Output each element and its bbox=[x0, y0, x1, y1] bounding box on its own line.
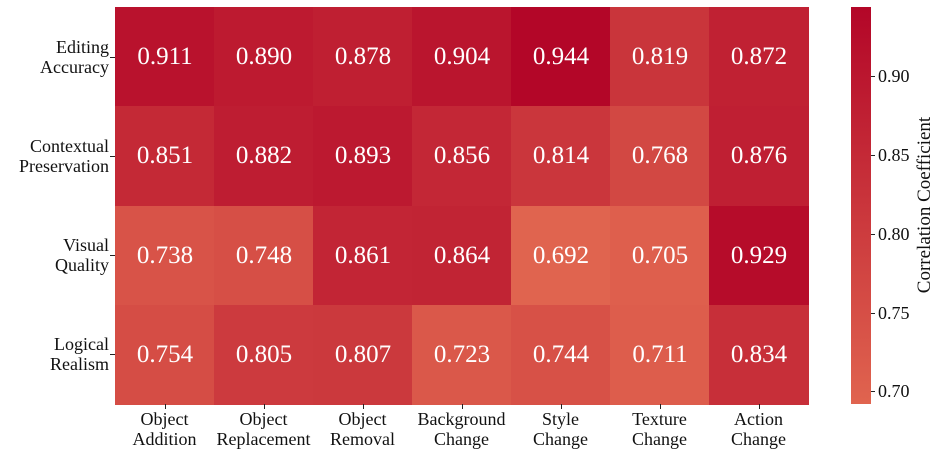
x-tick-mark bbox=[164, 404, 166, 409]
colorbar-tick-label: 0.90 bbox=[878, 66, 910, 87]
y-tick-label: Visual Quality bbox=[0, 235, 109, 275]
x-tick-label-line: Texture bbox=[632, 409, 687, 429]
heatmap-cell: 0.872 bbox=[709, 7, 809, 107]
colorbar-tick-mark bbox=[871, 155, 875, 157]
heatmap-cell: 0.814 bbox=[511, 106, 611, 207]
heatmap-cell: 0.705 bbox=[610, 205, 710, 306]
y-tick-label: Contextual Preservation bbox=[0, 136, 109, 176]
heatmap-cell: 0.738 bbox=[115, 205, 215, 306]
y-tick-mark bbox=[110, 255, 115, 257]
heatmap-cell: 0.893 bbox=[313, 106, 413, 207]
y-tick-label-line: Editing bbox=[56, 36, 109, 57]
x-tick-label: Style Change bbox=[501, 409, 621, 449]
heatmap-cell: 0.744 bbox=[511, 304, 611, 405]
colorbar-title: Correlation Coefficient bbox=[914, 116, 935, 294]
x-tick-label-line: Object bbox=[140, 409, 189, 429]
heatmap-cell: 0.834 bbox=[709, 304, 809, 405]
heatmap-cell: 0.890 bbox=[214, 7, 314, 107]
y-tick-mark bbox=[110, 354, 115, 356]
heatmap-cell: 0.876 bbox=[709, 106, 809, 207]
heatmap-cell: 0.819 bbox=[610, 7, 710, 107]
heatmap-cell: 0.851 bbox=[115, 106, 215, 207]
colorbar-tick-label: 0.70 bbox=[878, 381, 910, 402]
heatmap-cell: 0.878 bbox=[313, 7, 413, 107]
y-tick-label-line: Contextual bbox=[30, 135, 109, 156]
y-tick-mark bbox=[110, 56, 115, 58]
heatmap-cell: 0.805 bbox=[214, 304, 314, 405]
x-tick-label: Object Replacement bbox=[204, 409, 324, 449]
heatmap-cell: 0.807 bbox=[313, 304, 413, 405]
x-tick-label-line: Style bbox=[541, 409, 579, 429]
colorbar-tick-mark bbox=[871, 312, 875, 314]
y-tick-label: Editing Accuracy bbox=[0, 37, 109, 77]
heatmap-cell: 0.944 bbox=[511, 7, 611, 107]
x-tick-label-line: Replacement bbox=[216, 429, 311, 449]
y-tick-label-line: Quality bbox=[55, 255, 109, 276]
x-tick-label-line: Object bbox=[338, 409, 387, 429]
x-tick-label: Background Change bbox=[402, 409, 522, 449]
x-tick-label-line: Object bbox=[239, 409, 288, 429]
y-tick-label-line: Logical bbox=[54, 334, 109, 355]
x-tick-mark bbox=[560, 404, 562, 409]
colorbar bbox=[851, 7, 871, 404]
y-tick-label-line: Visual bbox=[63, 235, 109, 256]
y-tick-label-line: Accuracy bbox=[40, 56, 109, 77]
heatmap-cell: 0.882 bbox=[214, 106, 314, 207]
x-tick-label: Object Addition bbox=[105, 409, 225, 449]
heatmap-cell: 0.723 bbox=[412, 304, 512, 405]
heatmap-cell: 0.754 bbox=[115, 304, 215, 405]
colorbar-tick-mark bbox=[871, 391, 875, 393]
x-tick-label-line: Change bbox=[533, 429, 588, 449]
x-tick-label: Action Change bbox=[699, 409, 819, 449]
x-tick-label-line: Background bbox=[417, 409, 506, 429]
heatmap-cell: 0.748 bbox=[214, 205, 314, 306]
x-tick-mark bbox=[263, 404, 265, 409]
x-tick-label-line: Change bbox=[434, 429, 489, 449]
heatmap-cell: 0.856 bbox=[412, 106, 512, 207]
heatmap-grid: 0.911 0.890 0.878 0.904 0.944 0.819 0.872 0.851… bbox=[115, 7, 809, 405]
x-tick-label-line: Removal bbox=[330, 429, 395, 449]
heatmap-cell: 0.692 bbox=[511, 205, 611, 306]
x-tick-label-line: Change bbox=[731, 429, 786, 449]
y-tick-label-line: Preservation bbox=[19, 155, 109, 176]
x-tick-label: Texture Change bbox=[600, 409, 720, 449]
x-tick-label-line: Action bbox=[734, 409, 783, 429]
colorbar-tick-mark bbox=[871, 76, 875, 78]
heatmap-cell: 0.904 bbox=[412, 7, 512, 107]
heatmap-cell: 0.929 bbox=[709, 205, 809, 306]
colorbar-tick-label: 0.75 bbox=[878, 302, 910, 323]
x-tick-mark bbox=[461, 404, 463, 409]
colorbar-tick-label: 0.80 bbox=[878, 223, 910, 244]
y-tick-label-line: Realism bbox=[50, 354, 109, 375]
x-tick-mark bbox=[659, 404, 661, 409]
heatmap-cell: 0.911 bbox=[115, 7, 215, 107]
x-tick-label-line: Addition bbox=[132, 429, 197, 449]
y-tick-mark bbox=[110, 155, 115, 157]
heatmap-cell: 0.768 bbox=[610, 106, 710, 207]
colorbar-tick-mark bbox=[871, 233, 875, 235]
y-tick-label: Logical Realism bbox=[0, 334, 109, 374]
x-tick-label-line: Change bbox=[632, 429, 687, 449]
heatmap-cell: 0.864 bbox=[412, 205, 512, 306]
heatmap-cell: 0.711 bbox=[610, 304, 710, 405]
x-tick-label: Object Removal bbox=[303, 409, 423, 449]
x-tick-mark bbox=[758, 404, 760, 409]
heatmap-cell: 0.861 bbox=[313, 205, 413, 306]
x-tick-mark bbox=[362, 404, 364, 409]
colorbar-tick-label: 0.85 bbox=[878, 145, 910, 166]
